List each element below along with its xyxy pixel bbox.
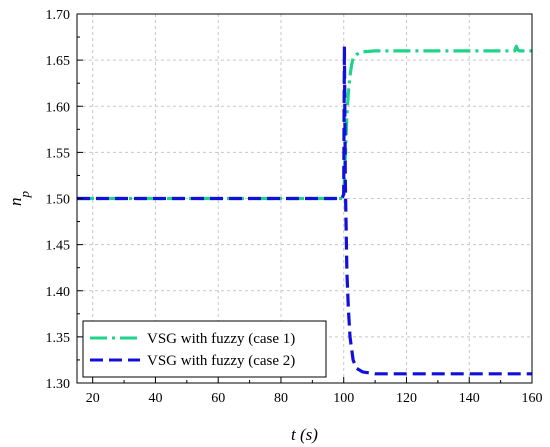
legend-box — [82, 320, 327, 378]
y-tick-label: 1.55 — [46, 146, 71, 161]
y-axis-label-main: n — [6, 198, 25, 207]
y-tick-label: 1.65 — [46, 54, 71, 69]
legend: VSG with fuzzy (case 1) VSG with fuzzy (… — [82, 320, 327, 378]
x-tick-label: 120 — [396, 391, 417, 406]
y-tick-label: 1.35 — [46, 331, 71, 346]
y-tick-label: 1.45 — [46, 239, 71, 254]
series-line-case-1 — [77, 44, 532, 201]
x-tick-label: 100 — [333, 391, 354, 406]
x-axis-label: t (s) — [291, 425, 318, 444]
series-layer — [77, 44, 532, 376]
y-tick-label: 1.40 — [46, 285, 71, 300]
y-tick-label: 1.70 — [46, 8, 71, 23]
y-axis-label: np — [6, 191, 32, 207]
x-tick-label: 140 — [459, 391, 480, 406]
x-tick-label: 80 — [274, 391, 288, 406]
ticks — [77, 13, 533, 384]
x-tick-label: 160 — [522, 391, 543, 406]
legend-label-case-2: VSG with fuzzy (case 2) — [147, 353, 295, 369]
y-tick-label: 1.30 — [46, 377, 71, 392]
x-tick-labels: 20 40 60 80 100 120 140 160 — [86, 391, 543, 406]
y-tick-labels: 1.30 1.35 1.40 1.45 1.50 1.55 1.60 1.65 1.70 — [46, 8, 71, 392]
legend-label-case-1: VSG with fuzzy (case 1) — [147, 331, 295, 347]
x-tick-label: 60 — [211, 391, 225, 406]
series-line-case-2 — [77, 44, 532, 376]
x-tick-label: 40 — [148, 391, 162, 406]
x-tick-label: 20 — [86, 391, 100, 406]
y-axis-label-sub: p — [17, 191, 32, 199]
y-tick-label: 1.50 — [46, 193, 71, 208]
y-tick-label: 1.60 — [46, 100, 71, 115]
